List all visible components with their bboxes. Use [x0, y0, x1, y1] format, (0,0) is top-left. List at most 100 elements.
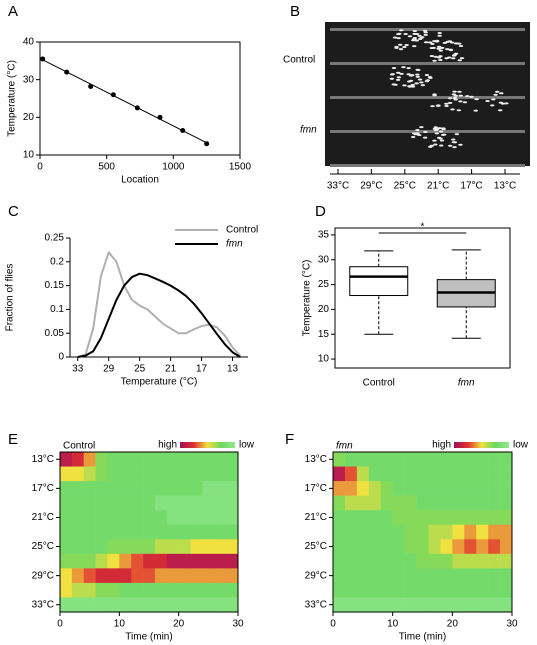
heat-cell	[476, 568, 489, 584]
heat-cell	[190, 495, 203, 511]
heat-cell	[226, 510, 239, 526]
heat-cell	[464, 481, 477, 496]
y-tick-label: 10	[318, 354, 330, 365]
heat-cell	[178, 539, 191, 555]
heat-cell	[107, 524, 120, 540]
box	[349, 266, 409, 297]
heat-cell	[71, 510, 85, 526]
heat-cell	[71, 452, 85, 467]
fly	[424, 74, 430, 77]
fly	[415, 73, 420, 76]
fly	[445, 48, 450, 51]
heat-cell	[416, 452, 429, 467]
x-tick-label: 29	[103, 364, 115, 375]
fly	[404, 43, 409, 46]
heat-cell	[488, 466, 501, 482]
x-tick-label: 10	[387, 619, 399, 630]
x-tick-label: 30	[506, 619, 518, 630]
heat-cell	[226, 539, 239, 555]
fly	[395, 78, 401, 81]
heat-cell	[416, 582, 429, 598]
heat-cell	[190, 481, 203, 496]
fly	[391, 67, 397, 70]
y-tick-label: 0.1	[50, 304, 64, 315]
x-tick-label: 13	[227, 364, 239, 375]
heat-cell	[500, 553, 513, 569]
panel-label: A	[8, 3, 18, 20]
heat-cell	[119, 568, 132, 584]
panel-label: E	[8, 431, 18, 448]
heat-cell	[119, 466, 132, 482]
heat-cell	[107, 553, 120, 569]
y-tick-label: 35	[318, 230, 330, 241]
heat-cell	[154, 568, 168, 584]
fly	[423, 33, 428, 36]
x-tick-label: 0	[57, 619, 63, 630]
heat-cell	[202, 452, 215, 467]
fly	[407, 85, 412, 88]
temp-label: 33°C	[327, 181, 349, 192]
heat-cell	[95, 510, 108, 526]
fly	[485, 100, 490, 103]
heat-cell	[356, 582, 370, 598]
fly	[403, 32, 408, 35]
heat-cell	[428, 481, 441, 496]
fly	[451, 57, 456, 60]
heat-cell	[392, 510, 405, 526]
heat-cell	[380, 553, 393, 569]
fly	[412, 30, 418, 33]
heat-cell	[333, 582, 346, 598]
heat-cell	[119, 481, 132, 496]
fit-line	[42, 59, 207, 144]
heat-cell	[178, 452, 191, 467]
heat-cell	[392, 582, 405, 598]
fly	[410, 85, 416, 88]
heat-cell	[368, 466, 382, 482]
heat-cell	[131, 597, 144, 613]
y-tick-label: 21°C	[305, 512, 327, 523]
heat-cell	[333, 539, 346, 555]
fly	[459, 57, 465, 60]
fly	[436, 104, 441, 107]
heat-cell	[344, 466, 358, 482]
heat-cell	[464, 452, 477, 467]
heat-cell	[368, 481, 382, 496]
heat-cell	[416, 597, 429, 613]
heat-cell	[500, 582, 513, 598]
heat-cell	[488, 524, 501, 540]
fly	[456, 109, 462, 112]
fly	[451, 93, 457, 96]
colorbar-high: high	[432, 440, 451, 451]
heat-cell	[119, 495, 132, 511]
x-tick-label: 30	[232, 619, 244, 630]
heat-cell	[404, 568, 417, 584]
y-tick-label: 33°C	[305, 599, 327, 610]
heat-cell	[392, 452, 405, 467]
panel-label: B	[290, 3, 300, 20]
fly	[402, 84, 407, 87]
y-tick-label: 30	[23, 74, 35, 85]
heat-cell	[440, 582, 453, 598]
heat-cell	[476, 466, 489, 482]
heat-cell	[71, 524, 85, 540]
heat-cell	[166, 539, 179, 555]
heat-cell	[214, 452, 227, 467]
heat-cell	[143, 582, 156, 598]
heat-cell	[202, 582, 215, 598]
heat-cell	[178, 495, 191, 511]
legend-label: fmn	[226, 239, 243, 250]
y-tick-label: 10	[23, 150, 35, 161]
fly	[458, 100, 463, 103]
fly	[423, 31, 428, 34]
heat-cell	[154, 452, 168, 467]
series-line	[77, 251, 241, 358]
heat-cell	[131, 568, 144, 584]
heat-cell	[500, 510, 513, 526]
heat-cell	[416, 568, 429, 584]
fly	[436, 47, 441, 50]
fly	[433, 143, 438, 146]
heat-cell	[452, 568, 465, 584]
heat-cell	[131, 481, 144, 496]
heat-cell	[452, 466, 465, 482]
heat-cell	[166, 597, 179, 613]
